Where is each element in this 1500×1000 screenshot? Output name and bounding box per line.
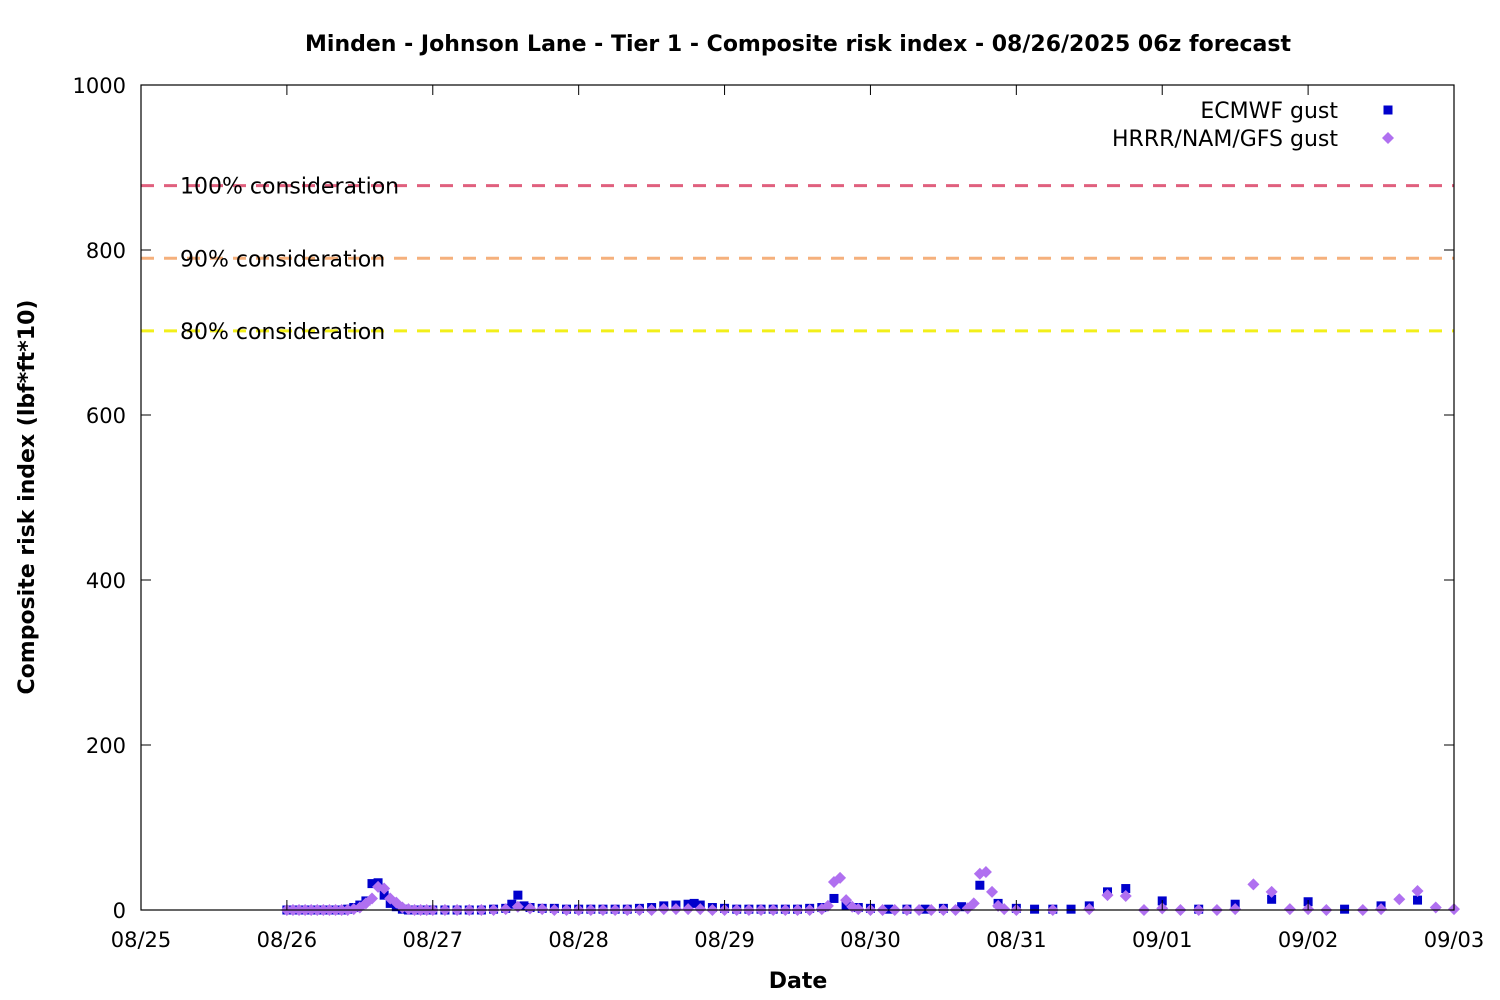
x-tick-label: 08/28 [548,928,609,952]
hrrr-point [1393,893,1406,906]
ecmwf-point [975,880,985,890]
ecmwf-point [513,890,523,900]
ecmwf-point [507,899,517,909]
hrrr-point [499,903,512,916]
hrrr-point [378,882,391,895]
hrrr-point [1283,903,1296,916]
x-tick-label: 08/25 [111,928,172,952]
ecmwf-point [367,879,377,889]
hrrr-point [1101,889,1114,902]
hrrr-point [986,885,999,898]
hrrr-point [840,894,853,907]
hrrr-point [967,897,980,910]
x-tick-label: 09/02 [1278,928,1339,952]
hrrr-point [657,903,670,916]
hrrr-point [1375,903,1388,916]
x-tick-label: 09/03 [1424,928,1485,952]
x-tick-label: 09/01 [1132,928,1193,952]
x-tick-label: 08/30 [840,928,901,952]
y-tick-label: 1000 [73,74,126,98]
hrrr-point [1119,889,1132,902]
hrrr-point [365,892,378,905]
ecmwf-point [1030,904,1040,914]
legend-marker [1383,105,1393,115]
ecmwf-point [1267,894,1277,904]
ecmwf-point [1066,904,1076,914]
hrrr-point [821,899,834,912]
hrrr-point [834,871,847,884]
x-axis-title: Date [769,969,828,994]
ecmwf-point [519,901,529,911]
hrrr-point [979,866,992,879]
y-tick-label: 200 [86,734,126,758]
hrrr-point [682,903,695,916]
hrrr-point [524,902,537,915]
x-tick-label: 08/29 [694,928,755,952]
ecmwf-point [920,904,930,914]
threshold-label: 80% consideration [180,320,385,345]
legend-marker [1382,132,1394,144]
ecmwf-point [1413,895,1423,905]
hrrr-point [852,903,865,916]
hrrr-point [694,903,707,916]
x-tick-label: 08/27 [403,928,464,952]
hrrr-point [1411,885,1424,898]
hrrr-point [536,903,549,916]
x-tick-label: 08/26 [257,928,318,952]
y-tick-label: 0 [113,899,126,923]
hrrr-point [1265,885,1278,898]
y-axis: 0 200 400 600 800 1000 [73,74,1454,923]
x-axis: 08/25 08/26 08/27 08/28 08/29 08/30 08/31 09/01… [111,85,1485,952]
y-axis-title: Composite risk index (lbf*ft*10) [15,300,40,695]
hrrr-point [1247,878,1260,891]
plot-frame [140,84,1455,911]
y-tick-label: 800 [86,239,126,263]
hrrr-point [1429,901,1442,914]
ecmwf-point [379,890,389,900]
ecmwf-point [1121,884,1131,894]
hrrr-point [1083,903,1096,916]
ecmwf-point [957,902,967,912]
legend-label: ECMWF gust [1200,99,1338,124]
ecmwf-point [1340,904,1350,914]
threshold-label: 100% consideration [180,175,399,200]
x-tick-label: 08/31 [986,928,1047,952]
ecmwf-point [829,893,839,903]
threshold-lines: 100% consideration 90% consideration 80% c… [141,175,1454,345]
y-tick-label: 600 [86,404,126,428]
ecmwf-point [689,898,699,908]
y-tick-label: 400 [86,569,126,593]
threshold-label: 90% consideration [180,247,385,272]
chart-title: Minden - Johnson Lane - Tier 1 - Composi… [305,32,1291,57]
hrrr-point [669,903,682,916]
legend: ECMWF gust HRRR/NAM/GFS gust [1112,99,1394,152]
ecmwf-point [884,904,894,914]
hrrr-point [1229,903,1242,916]
hrrr-point [998,903,1011,916]
legend-label: HRRR/NAM/GFS gust [1112,127,1338,152]
